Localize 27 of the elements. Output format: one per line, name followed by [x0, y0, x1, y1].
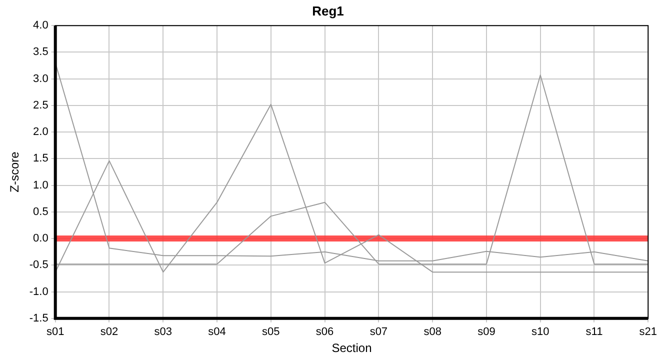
y-tick-label: 3.5	[33, 46, 48, 58]
y-tick-label: -1.0	[29, 286, 48, 298]
y-tick-label: 3.0	[33, 72, 48, 85]
y-tick-label: 1.5	[33, 152, 48, 165]
x-tick-label: s03	[154, 326, 172, 338]
x-tick-label: s05	[262, 326, 280, 338]
y-tick-label: 0.5	[33, 206, 48, 218]
x-tick-label: s04	[208, 326, 226, 338]
x-tick-label: s01	[46, 326, 64, 338]
y-tick-label: -0.5	[29, 259, 48, 272]
x-tick-label: s08	[424, 326, 442, 338]
x-tick-label: s09	[478, 326, 496, 338]
y-tick-label: 0.0	[33, 232, 48, 245]
x-tick-label: s07	[370, 326, 388, 338]
x-tick-label: s02	[100, 326, 118, 338]
y-tick-label: 2.5	[33, 99, 48, 112]
x-tick-label: s21	[639, 326, 658, 338]
y-tick-label: -1.5	[29, 312, 48, 324]
chart-title: Reg1	[312, 3, 344, 18]
y-tick-label: 1.0	[33, 179, 48, 192]
x-tick-label: s11	[586, 326, 603, 338]
x-tick-label: s10	[531, 326, 550, 338]
y-axis-title: Z-score	[8, 151, 22, 192]
x-tick-label: s06	[316, 326, 334, 338]
y-tick-label: 2.0	[33, 126, 48, 138]
x-axis-title: Section	[332, 341, 372, 356]
y-tick-label: 4.0	[33, 20, 48, 32]
